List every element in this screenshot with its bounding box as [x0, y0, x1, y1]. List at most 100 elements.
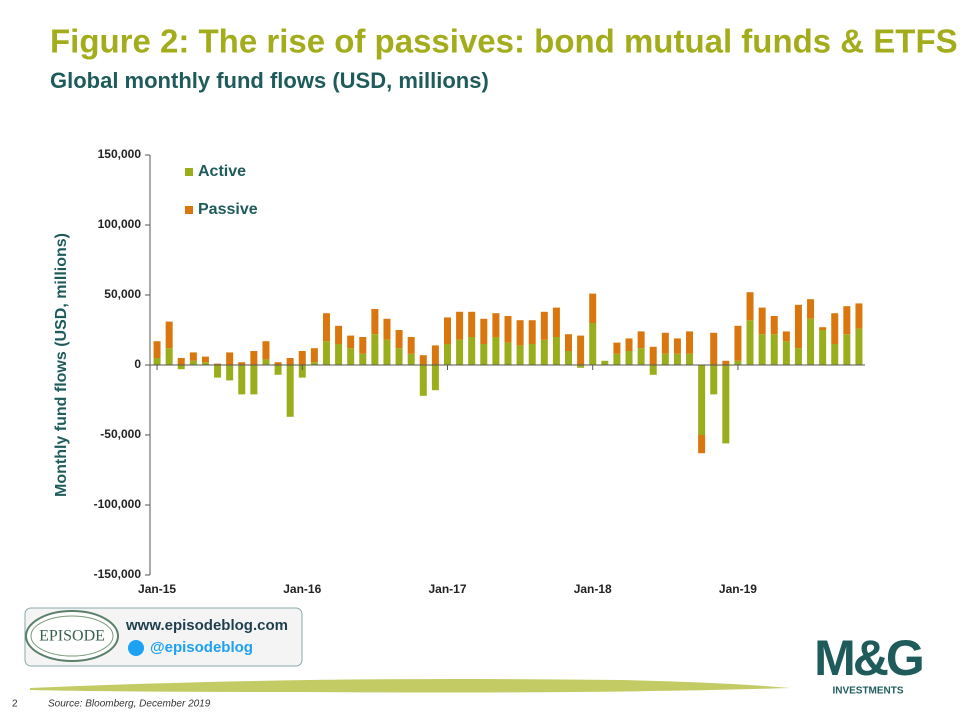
bar [540, 311, 548, 340]
bar [577, 335, 585, 365]
brand-logo: M&G [814, 630, 922, 686]
bar [335, 325, 343, 344]
bar [722, 365, 730, 444]
legend-label: Active [198, 163, 246, 180]
logo-ring [30, 615, 114, 657]
x-tick-label: Jan-18 [574, 582, 612, 596]
bar [359, 353, 367, 365]
bar [516, 345, 524, 365]
bar [189, 352, 197, 361]
bar [855, 303, 863, 329]
legend-label: Passive [198, 201, 258, 218]
logo-text: EPISODE [39, 628, 105, 645]
bar [443, 344, 451, 365]
bar [613, 353, 621, 365]
bar [310, 348, 318, 363]
bar [298, 365, 306, 378]
bar [794, 304, 802, 349]
bar [565, 351, 573, 365]
bar [347, 348, 355, 365]
bar [843, 306, 851, 335]
bar [819, 327, 827, 330]
bar [189, 360, 197, 365]
bar [770, 316, 778, 335]
bar [565, 334, 573, 351]
bar [758, 307, 766, 335]
bar [480, 344, 488, 365]
bar [710, 332, 718, 365]
bar [528, 344, 536, 365]
bar [601, 360, 609, 365]
bar [262, 341, 270, 360]
bar [722, 360, 730, 365]
bar [686, 353, 694, 365]
bar [238, 365, 246, 395]
bar [274, 362, 282, 365]
bar [177, 358, 185, 365]
page-number: 2 [12, 699, 18, 710]
y-tick-label: -50,000 [100, 427, 141, 441]
bar [637, 348, 645, 365]
bar [577, 365, 585, 368]
bar [746, 292, 754, 321]
bar [226, 352, 234, 365]
legend-swatch [185, 206, 193, 214]
y-tick-label: 100,000 [98, 217, 142, 231]
twitter-icon [128, 640, 144, 656]
bar [286, 358, 294, 365]
brush-stroke [30, 679, 790, 693]
bar [383, 339, 391, 365]
bar [661, 353, 669, 365]
bar [746, 320, 754, 365]
bar [492, 337, 500, 365]
bar [710, 365, 718, 395]
bar [480, 318, 488, 344]
y-tick-label: -100,000 [94, 497, 142, 511]
bar [589, 293, 597, 323]
bar [819, 330, 827, 365]
bar [516, 320, 524, 346]
bar [782, 331, 790, 342]
bar [468, 337, 476, 365]
bar [177, 365, 185, 370]
bar [782, 341, 790, 365]
bar [383, 318, 391, 340]
source: Source: Bloomberg, December 2019 [48, 699, 211, 710]
bar [347, 335, 355, 349]
bar [625, 338, 633, 351]
y-tick-label: 50,000 [104, 287, 141, 301]
bar [831, 313, 839, 344]
bar [492, 313, 500, 337]
bar [649, 365, 657, 375]
bar [407, 353, 415, 365]
y-axis-label: Monthly fund flows (USD, millions) [53, 233, 70, 497]
bar [335, 344, 343, 365]
bar [165, 348, 173, 365]
bar [165, 321, 173, 349]
bar [274, 365, 282, 375]
bar [395, 348, 403, 365]
bar [371, 309, 379, 335]
bar [298, 351, 306, 365]
bar [431, 345, 439, 365]
bar [250, 351, 258, 365]
bar [625, 351, 633, 365]
bar [504, 316, 512, 343]
bar [649, 346, 657, 365]
bar [540, 339, 548, 365]
bar [552, 307, 560, 337]
logo-ring [25, 610, 119, 662]
y-tick-label: 0 [134, 357, 141, 371]
bar [831, 344, 839, 365]
x-tick-label: Jan-16 [283, 582, 321, 596]
bar [698, 435, 706, 454]
bar [468, 311, 476, 337]
bar [214, 363, 222, 365]
bar [504, 342, 512, 365]
bar [443, 317, 451, 344]
bar [673, 338, 681, 354]
bar [807, 299, 815, 319]
bar [250, 365, 258, 395]
